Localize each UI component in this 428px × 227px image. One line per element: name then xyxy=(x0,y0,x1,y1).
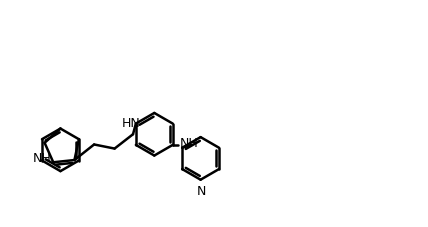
Text: NH: NH xyxy=(180,137,199,150)
Text: NH: NH xyxy=(33,151,52,164)
Text: N: N xyxy=(197,184,206,197)
Text: HN: HN xyxy=(122,116,140,129)
